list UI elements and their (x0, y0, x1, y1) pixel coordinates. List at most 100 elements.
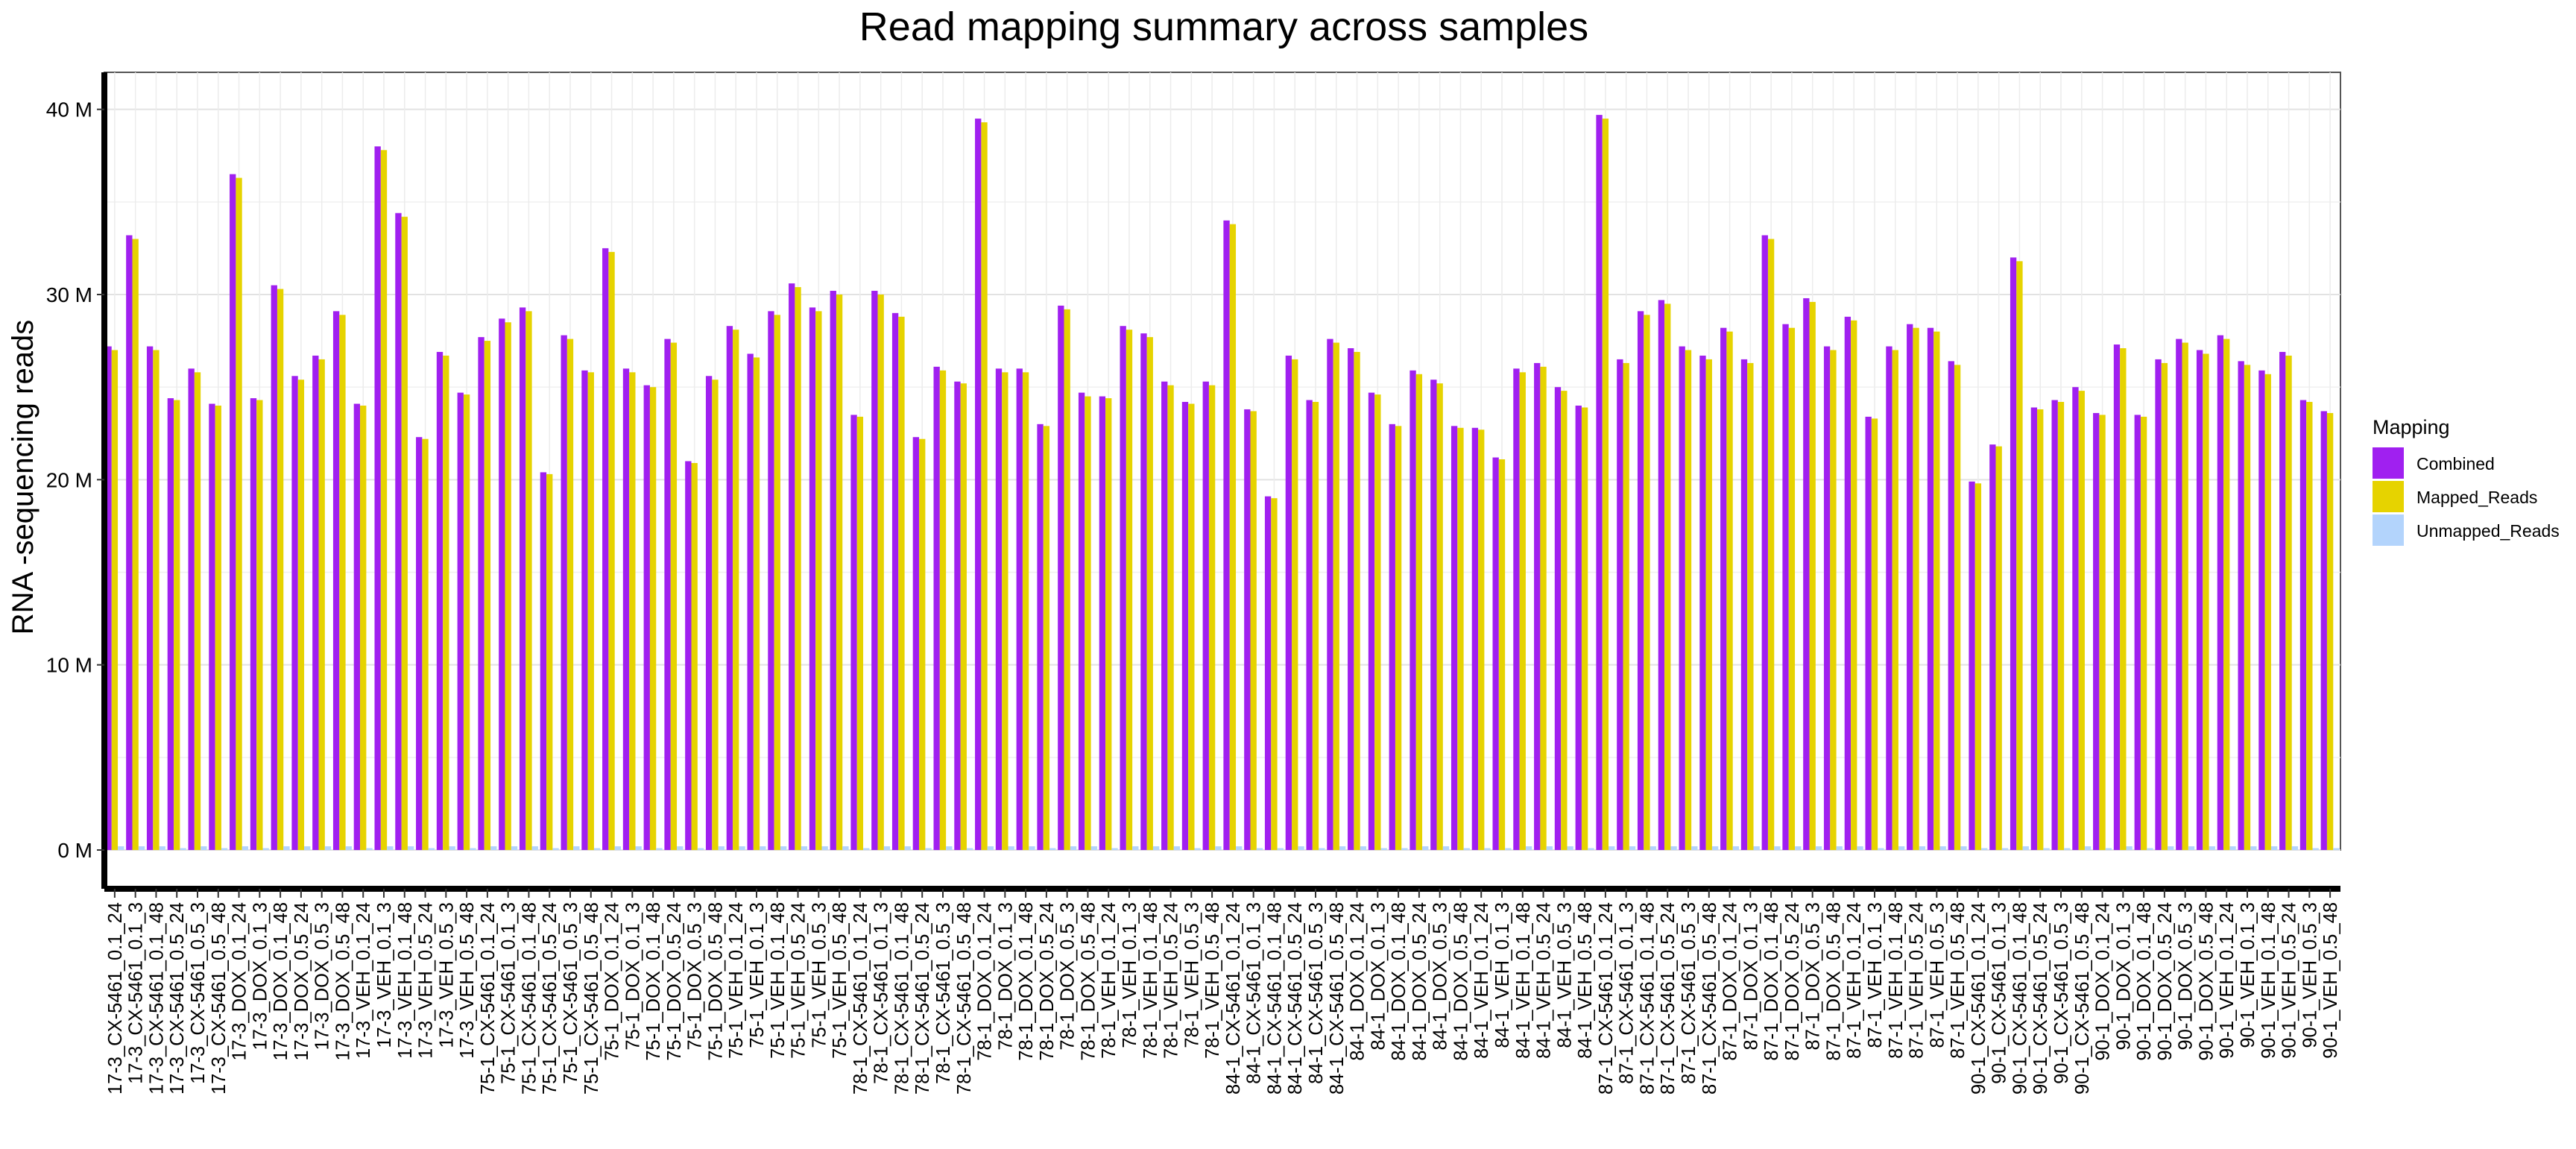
bar-mapped-reads (1830, 350, 1837, 850)
bar-mapped-reads (256, 400, 263, 850)
bar-combined (664, 339, 671, 851)
bar-unmapped-reads (1588, 848, 1594, 850)
x-tick-label: 75-1_DOX_0.5_48 (705, 902, 726, 1061)
bar-mapped-reads (2285, 355, 2292, 850)
bar-mapped-reads (1126, 330, 1133, 850)
bar-mapped-reads (2161, 362, 2168, 850)
bar-combined (1823, 346, 1831, 850)
bar-combined (1306, 400, 1313, 850)
bar-unmapped-reads (470, 848, 476, 850)
bar-mapped-reads (1064, 309, 1070, 850)
bar-unmapped-reads (1629, 846, 1636, 850)
bar-unmapped-reads (1049, 848, 1056, 850)
bar-combined (1575, 406, 1582, 850)
bar-combined (1223, 220, 1230, 850)
x-tick-label: 84-1_CX-5461_0.1_48 (1264, 902, 1285, 1095)
bar-combined (1989, 444, 1996, 850)
bar-combined (1554, 387, 1562, 850)
x-tick-label: 78-1_DOX_0.1_24 (975, 902, 996, 1061)
bar-mapped-reads (360, 406, 367, 850)
bar-unmapped-reads (739, 846, 745, 850)
x-tick-label: 17-3_CX-5461_0.5_24 (167, 902, 188, 1095)
legend-label: Combined (2416, 454, 2495, 473)
x-tick-label: 84-1_CX-5461_0.1_3 (1244, 902, 1265, 1084)
x-tick-label: 78-1_CX-5461_0.5_3 (933, 902, 954, 1084)
bar-mapped-reads (795, 287, 801, 850)
x-tick-label: 75-1_VEH_0.1_3 (747, 902, 768, 1048)
bar-unmapped-reads (1463, 848, 1470, 850)
bar-mapped-reads (1478, 429, 1485, 850)
bar-unmapped-reads (1546, 846, 1553, 850)
x-tick-label: 87-1_CX-5461_0.1_3 (1617, 902, 1638, 1084)
bar-mapped-reads (1043, 426, 1050, 850)
bar-combined (353, 403, 361, 850)
bar-mapped-reads (649, 387, 657, 850)
bar-mapped-reads (1974, 483, 1982, 850)
x-tick-label: 90-1_CX-5461_0.5_48 (2072, 902, 2093, 1095)
bar-combined (1803, 298, 1810, 851)
bar-unmapped-reads (946, 846, 953, 850)
bar-combined (1099, 396, 1106, 850)
x-tick-label: 17-3_DOX_0.1_24 (230, 902, 250, 1061)
bar-combined (830, 291, 836, 850)
bar-combined (436, 351, 443, 851)
x-tick-label: 75-1_VEH_0.5_24 (789, 902, 809, 1059)
y-tick-label: 30 M (46, 283, 92, 306)
bar-mapped-reads (1333, 342, 1339, 850)
bar-mapped-reads (1892, 350, 1898, 850)
bar-unmapped-reads (1484, 848, 1491, 850)
x-tick-label: 87-1_DOX_0.1_24 (1720, 902, 1741, 1061)
bar-mapped-reads (1229, 224, 1237, 850)
bar-mapped-reads (1292, 359, 1298, 850)
bar-combined (1699, 355, 1706, 850)
bar-unmapped-reads (677, 846, 684, 850)
x-tick-label: 75-1_VEH_0.5_3 (809, 902, 830, 1048)
bar-unmapped-reads (1650, 846, 1656, 850)
x-tick-label: 87-1_VEH_0.1_48 (1886, 902, 1907, 1059)
x-tick-label: 75-1_CX-5461_0.5_3 (561, 902, 581, 1084)
bar-combined (995, 368, 1003, 851)
bar-mapped-reads (815, 311, 822, 851)
bar-combined (1534, 362, 1541, 850)
x-tick-label: 84-1_DOX_0.1_3 (1368, 902, 1389, 1050)
x-tick-label: 87-1_CX-5461_0.5_48 (1699, 902, 1720, 1095)
bar-mapped-reads (1250, 411, 1257, 850)
bar-unmapped-reads (1215, 846, 1222, 850)
bar-combined (1782, 324, 1789, 851)
x-tick-label: 84-1_VEH_0.5_3 (1554, 902, 1575, 1048)
bar-mapped-reads (960, 383, 967, 850)
bar-mapped-reads (525, 311, 532, 851)
bar-mapped-reads (919, 438, 926, 850)
x-tick-label: 90-1_DOX_0.1_24 (2093, 902, 2114, 1061)
x-tick-label: 90-1_CX-5461_0.1_3 (1989, 902, 2010, 1084)
x-tick-label: 84-1_DOX_0.5_3 (1430, 902, 1451, 1050)
bar-unmapped-reads (2188, 846, 2195, 850)
bar-mapped-reads (939, 370, 947, 850)
bar-unmapped-reads (1981, 848, 1988, 850)
bar-combined (2113, 344, 2121, 850)
bar-mapped-reads (608, 251, 615, 850)
bar-combined (1140, 333, 1147, 850)
bar-unmapped-reads (2001, 848, 2009, 850)
bar-mapped-reads (691, 462, 698, 850)
x-tick-label: 78-1_DOX_0.1_48 (1016, 902, 1037, 1061)
bar-mapped-reads (1498, 459, 1506, 850)
bar-unmapped-reads (1609, 846, 1615, 850)
bar-mapped-reads (277, 289, 284, 850)
bar-mapped-reads (1644, 315, 1650, 850)
bar-unmapped-reads (283, 846, 290, 850)
bar-mapped-reads (1664, 303, 1671, 850)
x-tick-label: 17-3_DOX_0.1_3 (250, 902, 271, 1050)
bar-unmapped-reads (966, 848, 973, 850)
bar-mapped-reads (712, 380, 719, 851)
bar-unmapped-reads (449, 846, 455, 850)
x-tick-label: 75-1_VEH_0.5_48 (830, 902, 850, 1059)
bar-unmapped-reads (821, 846, 828, 850)
bar-unmapped-reads (1277, 848, 1284, 850)
y-tick-label: 20 M (46, 468, 92, 491)
bar-combined (188, 368, 195, 851)
x-tick-label: 17-3_CX-5461_0.1_3 (126, 902, 147, 1084)
bar-unmapped-reads (1319, 848, 1325, 850)
bar-unmapped-reads (801, 846, 808, 850)
bar-unmapped-reads (635, 846, 642, 850)
